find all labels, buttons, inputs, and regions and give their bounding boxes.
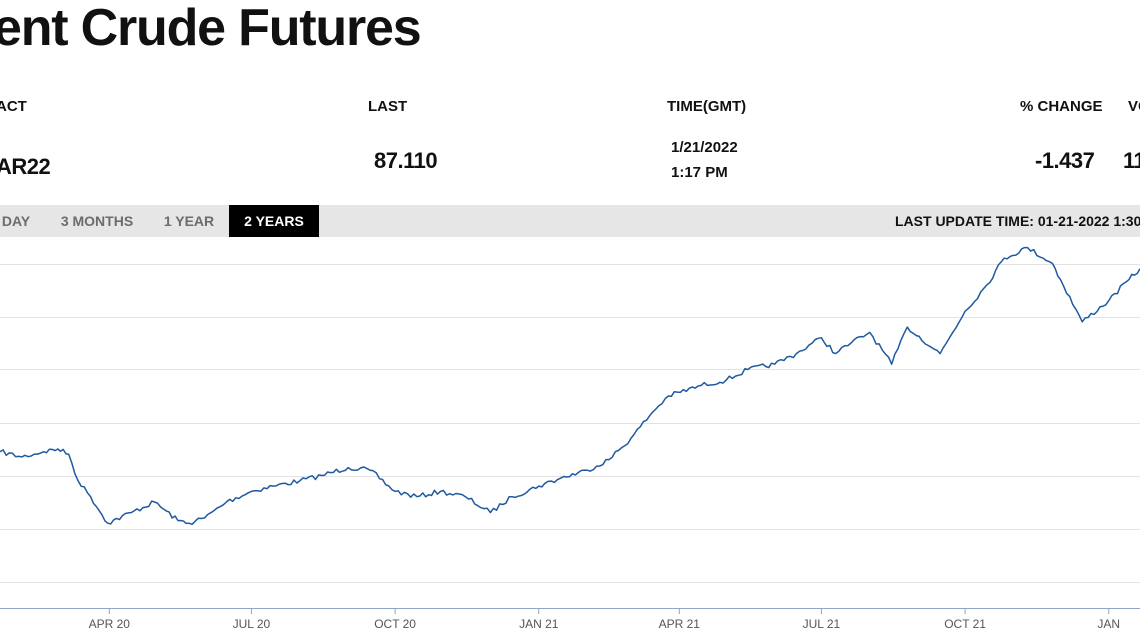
x-tick-label: JUL 20 (233, 617, 271, 631)
range-tab-bar: DAY 3 MONTHS 1 YEAR 2 YEARS LAST UPDATE … (0, 205, 1140, 237)
x-tick-label: OCT 21 (944, 617, 986, 631)
x-tick-label: OCT 20 (374, 617, 416, 631)
volume-header: VC (1128, 98, 1140, 115)
price-chart: APR 20 JUL 20 OCT 20 JAN 21 APR 21 JUL 21 OCT … (0, 246, 1140, 631)
x-tick-label: JUL 21 (803, 617, 841, 631)
contract-header: ACT (0, 98, 27, 115)
pct-change-value: -1.437 (1035, 148, 1095, 173)
time-header: TIME(GMT) (667, 98, 747, 115)
last-value: 87.110 (374, 148, 438, 173)
tab-2-years[interactable]: 2 YEARS (229, 205, 319, 237)
last-header: LAST (368, 98, 408, 115)
page-title: ent Crude Futures (0, 0, 422, 57)
x-tick-label: APR 20 (89, 617, 131, 631)
x-tick-label: JAN (1097, 617, 1120, 631)
price-series-line (0, 246, 1140, 526)
volume-value: 11 (1123, 148, 1140, 173)
tab-1-year[interactable]: 1 YEAR (163, 213, 215, 229)
x-tick-label: JAN 21 (519, 617, 559, 631)
pct-change-header: % CHANGE (1020, 98, 1103, 115)
time-clock: 1:17 PM (671, 164, 728, 181)
tab-day[interactable]: DAY (1, 213, 31, 229)
last-update-time: LAST UPDATE TIME: 01-21-2022 1:30 PM (895, 213, 1140, 229)
tab-3-months[interactable]: 3 MONTHS (60, 213, 134, 229)
x-tick-label: APR 21 (659, 617, 701, 631)
contract-value: AR22 (0, 154, 51, 179)
time-date: 1/21/2022 (671, 139, 738, 156)
